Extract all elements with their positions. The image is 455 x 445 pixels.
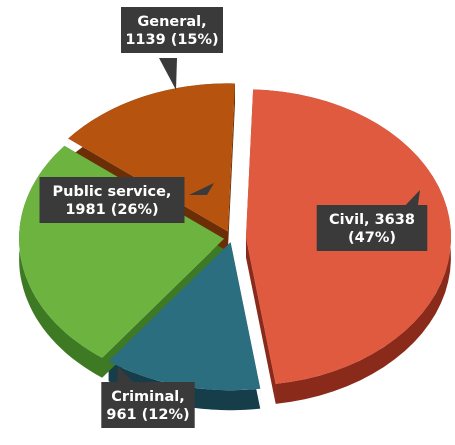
callout-pointer [159,58,177,90]
callouts: Civil, 3638 (47%) Criminal, 961 (12%) Public… [39,7,428,428]
callout-text-line: 1981 (26%) [65,202,158,218]
data-label-public-service: Public service, 1981 (26%) [39,177,214,223]
callout-text-line: 1139 (15%) [125,32,218,48]
callout-pointer [117,366,135,384]
data-label-general: General, 1139 (15%) [121,7,223,90]
callout-text-line: Public service, [53,184,172,200]
callout-text-line: Civil, 3638 [329,212,415,228]
data-label-criminal: Criminal, 961 (12%) [101,366,195,428]
callout-box [39,177,185,223]
callout-box [121,7,223,53]
callout-box [316,205,428,251]
data-label-civil: Civil, 3638 (47%) [316,190,428,251]
slice-criminal [108,242,261,391]
callout-text-line: 961 (12%) [106,407,189,423]
callout-pointer [189,183,214,195]
slice-side-criminal [108,242,261,411]
callout-text-line: (47%) [348,230,396,246]
callout-box [101,382,195,428]
callout-text-line: Criminal, [111,389,184,405]
callout-text-line: General, [137,14,206,30]
